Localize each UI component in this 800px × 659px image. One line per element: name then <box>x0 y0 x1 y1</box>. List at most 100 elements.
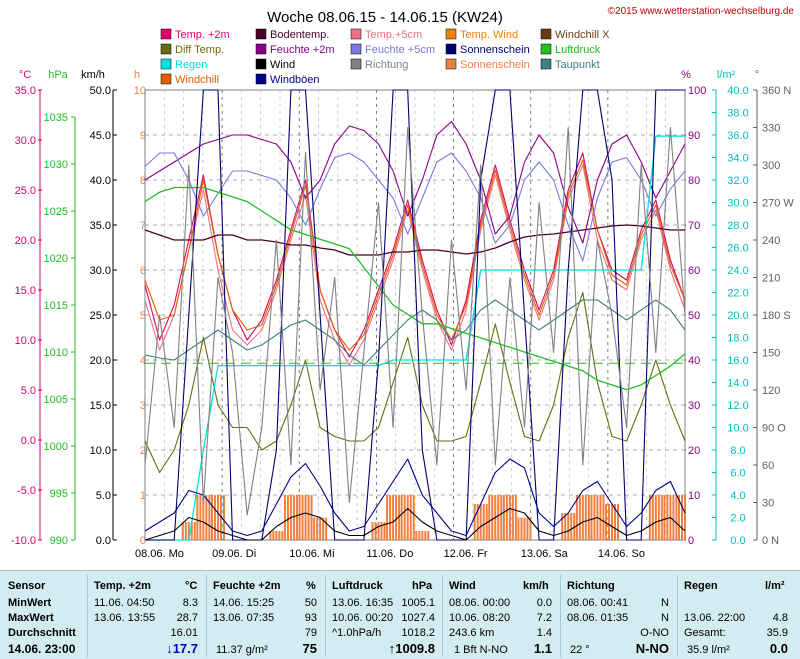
header-temp: Temp. +2m <box>94 580 151 592</box>
tick-wind-0: 50.0 <box>90 85 111 97</box>
sun-bar-36-0 <box>663 495 666 540</box>
avg-pres-note: ^1.0hPa/h <box>332 627 382 639</box>
tick-direction-10: 60 <box>762 460 774 472</box>
tick-pressure-1: 1030 <box>44 159 68 171</box>
max-pres-val: 1027.4 <box>401 612 435 624</box>
legend-swatch-7 <box>350 43 362 55</box>
tick-temp-9: -10.0 <box>11 535 36 547</box>
sun-bar-26-3 <box>526 517 529 540</box>
tick-direction-11: 30 <box>762 498 774 510</box>
min-pres-time: 13.06. 16:35 <box>332 597 394 609</box>
sun-bar-12-3 <box>322 517 325 540</box>
legend-swatch-16 <box>255 73 267 85</box>
tick-wind-6: 20.0 <box>90 355 111 367</box>
tick-rain-10: 20.0 <box>727 310 748 322</box>
tick-rain-13: 14.0 <box>727 378 748 390</box>
tick-sun-9: 1 <box>140 490 146 502</box>
sun-bar-32-2 <box>611 504 614 540</box>
tick-rain-8: 24.0 <box>727 265 748 277</box>
tick-rain-11: 18.0 <box>727 333 748 345</box>
sun-bar-5-2 <box>216 495 219 540</box>
tick-temp-5: 10.0 <box>15 335 36 347</box>
sun-bar-19-3 <box>424 531 427 540</box>
legend-swatch-4 <box>540 28 552 40</box>
tick-wind-7: 15.0 <box>90 400 111 412</box>
sun-bar-17-3 <box>395 495 398 540</box>
sun-bar-9-3 <box>278 531 281 540</box>
tick-temp-2: 25.0 <box>15 185 36 197</box>
sun-bar-35-3 <box>657 495 660 540</box>
sun-bar-23-4 <box>485 504 488 540</box>
sun-bar-4-0 <box>196 495 199 540</box>
tick-pressure-7: 1000 <box>44 441 68 453</box>
tick-wind-2: 40.0 <box>90 175 111 187</box>
x-label-6: 14.06. So <box>598 548 645 560</box>
tick-rain-2: 36.0 <box>727 130 748 142</box>
tick-wind-8: 10.0 <box>90 445 111 457</box>
tick-direction-8: 120 <box>762 385 780 397</box>
avg-wind-val: 1.4 <box>536 627 552 639</box>
row-max-label: MaxWert <box>8 612 54 624</box>
legend-swatch-5 <box>160 43 172 55</box>
sun-bar-5-1 <box>213 495 216 540</box>
axis-unit-sun: h <box>134 69 140 81</box>
now-rain-total: 35.9 l/m² <box>687 644 730 656</box>
legend-label-4: Windchill X <box>555 29 610 41</box>
sun-bar-11-0 <box>298 495 301 540</box>
tick-humidity-1: 90 <box>688 130 700 142</box>
sun-bar-11-1 <box>301 495 304 540</box>
sun-bar-18-0 <box>400 495 403 540</box>
sun-bar-23-3 <box>482 504 485 540</box>
header-rain: Regen <box>684 580 718 592</box>
sun-bar-35-1 <box>651 495 654 540</box>
sun-bar-35-2 <box>654 495 657 540</box>
axis-unit-pressure: hPa <box>48 69 68 81</box>
x-label-0: 08.06. Mo <box>135 548 184 560</box>
sun-bar-4-1 <box>199 495 202 540</box>
now-dir-deg: 22 ° <box>570 644 590 656</box>
tick-rain-5: 30.0 <box>727 198 748 210</box>
tick-wind-9: 5.0 <box>96 490 111 502</box>
tick-pressure-0: 1035 <box>44 112 68 124</box>
sun-bar-10-4 <box>295 495 298 540</box>
avg-rain-label: Gesamt: <box>684 627 726 639</box>
tick-direction-7: 150 <box>762 348 780 360</box>
legend-swatch-12 <box>350 58 362 70</box>
legend-label-3: Temp. Wind <box>460 29 518 41</box>
min-pres-val: 1005.1 <box>401 597 435 609</box>
tick-sun-2: 8 <box>140 175 146 187</box>
tick-sun-0: 10 <box>134 85 146 97</box>
avg-wind-dist: 243.6 km <box>449 627 495 639</box>
x-label-1: 09.06. Di <box>212 548 256 560</box>
sun-bar-26-4 <box>529 517 532 540</box>
legend-swatch-0 <box>160 28 172 40</box>
sun-bar-11-4 <box>310 495 313 540</box>
tick-rain-9: 22.0 <box>727 288 748 300</box>
legend-label-9: Luftdruck <box>555 44 601 56</box>
min-hum-val: 50 <box>304 597 317 609</box>
sun-bar-23-0 <box>473 504 476 540</box>
tick-temp-7: 0.0 <box>21 435 36 447</box>
legend-swatch-6 <box>255 43 267 55</box>
min-dir-time: 08.06. 00:41 <box>567 597 629 609</box>
series-luftdruck-8 <box>144 186 686 391</box>
legend-swatch-10 <box>160 58 172 70</box>
legend-swatch-9 <box>540 43 552 55</box>
legend-label-14: Taupunkt <box>555 59 600 71</box>
copyright: ©2015 www.wetterstation-wechselburg.de <box>608 6 795 17</box>
sun-bar-36-4 <box>675 495 678 540</box>
sun-bar-29-3 <box>570 513 573 540</box>
sun-bar-30-2 <box>581 495 584 540</box>
header-wind-unit: km/h <box>523 580 549 592</box>
legend-swatch-14 <box>540 58 552 70</box>
header-pressure: Luftdruck <box>332 580 383 592</box>
min-wind-time: 08.06. 00:00 <box>449 597 511 609</box>
sun-bar-25-2 <box>508 495 511 540</box>
legend-swatch-8 <box>445 43 457 55</box>
sun-bar-11-3 <box>307 495 310 540</box>
now-temp-val: ↓17.7 <box>166 641 198 656</box>
tick-rain-18: 4.0 <box>730 490 745 502</box>
axis-unit-temp: °C <box>19 69 31 81</box>
sun-bar-30-4 <box>587 495 590 540</box>
axis-unit-wind: km/h <box>81 69 105 81</box>
